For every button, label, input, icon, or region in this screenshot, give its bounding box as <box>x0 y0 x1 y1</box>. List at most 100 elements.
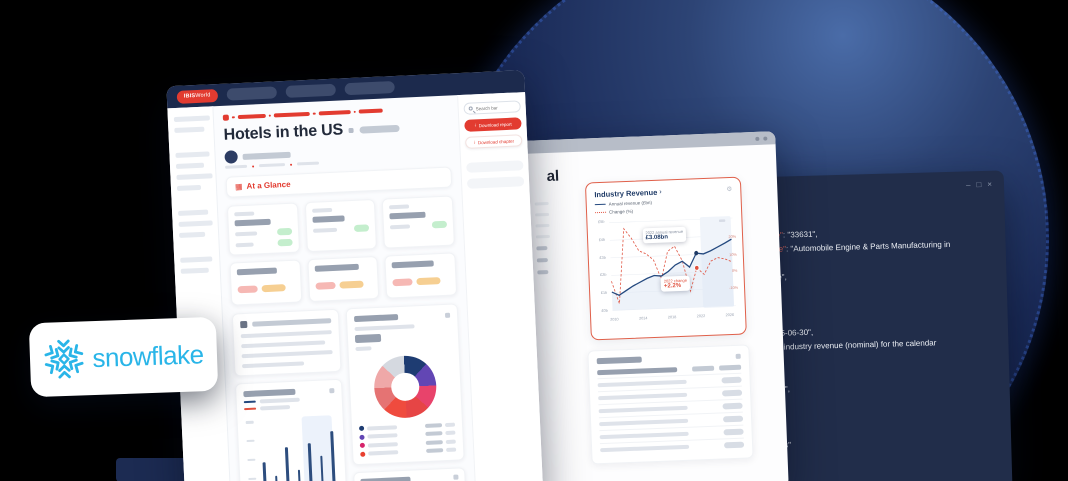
y-tick: £3b <box>599 255 606 260</box>
y-axis-ticks <box>245 420 258 481</box>
button-label: Download chapter <box>477 138 515 145</box>
revenue-2022-point <box>694 250 699 256</box>
placeholder-bar <box>235 230 258 236</box>
placeholder-bar <box>599 431 689 440</box>
change-2022-point <box>694 265 700 271</box>
industry-revenue-card[interactable]: Industry Revenue › ⚙ Annual revenue (£bn… <box>584 176 747 341</box>
placeholder-bar <box>240 330 332 339</box>
chart-title[interactable]: Industry Revenue <box>594 187 658 200</box>
placeholder-bar <box>367 433 398 439</box>
tooltip-change-2022: 2022 change +2.2% <box>660 275 691 292</box>
breadcrumb-home-icon[interactable] <box>222 114 230 121</box>
code-token: "Automobile Engine & Parts Manufacturing… <box>790 239 951 254</box>
y-right-tick: -10% <box>729 285 739 290</box>
sidebar-placeholder <box>180 256 213 263</box>
tick-placeholder <box>246 439 255 443</box>
positive-badge <box>277 238 293 247</box>
revenue-legend-swatch <box>594 203 606 206</box>
placeholder-title-bar <box>354 314 399 323</box>
placeholder-bar <box>600 444 690 453</box>
tooltip-revenue-2022: 2022 annual revenue £3.08bn <box>642 226 687 244</box>
snowflake-logo-card[interactable]: snowflake <box>28 316 219 398</box>
stat-card[interactable] <box>304 198 378 253</box>
donut-legend-row <box>359 430 456 440</box>
report-preview-window: al Industry Revenue › ⚙ Annual revenue (… <box>519 131 789 481</box>
stat-card[interactable] <box>226 202 300 256</box>
minimize-icon[interactable]: – <box>965 180 971 190</box>
nav-placeholder[interactable] <box>226 86 277 101</box>
search-input[interactable] <box>475 104 516 111</box>
at-a-glance-header[interactable]: ▦ At a Glance <box>225 166 453 198</box>
revenue-area <box>611 239 735 311</box>
download-chapter-button[interactable]: ↓ Download chapter <box>464 134 523 149</box>
expand-icon[interactable] <box>735 353 741 359</box>
badge-card[interactable] <box>307 255 380 303</box>
nav-placeholder[interactable] <box>285 83 336 98</box>
y-right-tick: 10% <box>729 252 737 257</box>
positive-badge <box>431 220 448 229</box>
stat-card[interactable] <box>382 195 455 249</box>
revenue-line <box>611 238 732 297</box>
placeholder-bar <box>234 218 271 227</box>
breadcrumb-item[interactable] <box>358 108 383 114</box>
expand-icon[interactable] <box>329 387 335 393</box>
title-row: Hotels in the US <box>223 117 450 145</box>
placeholder-bar <box>296 161 320 166</box>
nav-placeholder[interactable] <box>344 81 395 96</box>
breadcrumb-item[interactable] <box>237 113 266 120</box>
maximize-icon[interactable]: □ <box>976 180 982 190</box>
download-icon: ↓ <box>474 121 477 128</box>
series2-legend-swatch <box>244 407 257 411</box>
placeholder-bar <box>251 318 332 327</box>
placeholder-value-bar <box>354 333 382 344</box>
bar <box>297 469 302 481</box>
placeholder-bar <box>367 424 398 431</box>
summary-text-card[interactable] <box>231 308 342 377</box>
breadcrumb-item[interactable] <box>318 110 351 116</box>
bar-chart-card[interactable] <box>234 378 348 481</box>
badge-card[interactable] <box>384 252 458 299</box>
gear-icon[interactable]: ⚙ <box>726 185 733 194</box>
expand-icon[interactable] <box>453 474 459 480</box>
y-right-tick: 0% <box>731 269 738 274</box>
search-box[interactable] <box>463 100 521 115</box>
window-dot[interactable] <box>763 136 768 141</box>
breadcrumb-separator <box>268 114 271 117</box>
placeholder-bar <box>597 367 678 376</box>
info-icon[interactable] <box>348 127 355 133</box>
partial-page-title: al <box>546 167 560 186</box>
placeholder-pill <box>722 415 744 423</box>
placeholder-bar <box>444 422 456 427</box>
download-icon: ↓ <box>473 138 476 145</box>
negative-badge <box>237 285 258 294</box>
download-report-button[interactable]: ↓ Download report <box>464 117 522 132</box>
placeholder-bar <box>597 379 687 388</box>
placeholder-bar <box>536 258 548 263</box>
ibisworld-report-window: IBIS World Hotels i <box>166 70 544 481</box>
placeholder-bar <box>354 324 415 332</box>
donut-chart-card[interactable] <box>345 303 465 465</box>
section-title: At a Glance <box>246 179 291 191</box>
donut-legend-row <box>358 422 456 431</box>
bar <box>284 447 290 481</box>
expand-icon[interactable] <box>444 312 451 318</box>
breadcrumb-separator <box>231 116 235 119</box>
snowflake-wordmark: snowflake <box>91 338 205 373</box>
ibisworld-logo[interactable]: IBIS World <box>176 88 218 104</box>
author-avatar <box>224 150 238 164</box>
positive-badge <box>354 224 370 232</box>
rail-placeholder <box>466 176 525 189</box>
badge-card[interactable] <box>229 259 302 306</box>
search-icon <box>468 106 473 111</box>
code-block[interactable]: y_code": "33631",y_name": "Automobile En… <box>754 222 1007 453</box>
close-icon[interactable]: × <box>987 179 993 189</box>
donut-legend-row <box>359 439 456 448</box>
breadcrumb-item[interactable] <box>273 111 310 118</box>
badge-card-row <box>229 245 458 306</box>
tooltip-value: £3.08bn <box>645 234 669 241</box>
window-dot[interactable] <box>755 136 760 141</box>
placeholder-title-bar <box>360 476 411 481</box>
mini-table-card[interactable] <box>353 466 467 481</box>
placeholder-bar <box>390 223 411 229</box>
